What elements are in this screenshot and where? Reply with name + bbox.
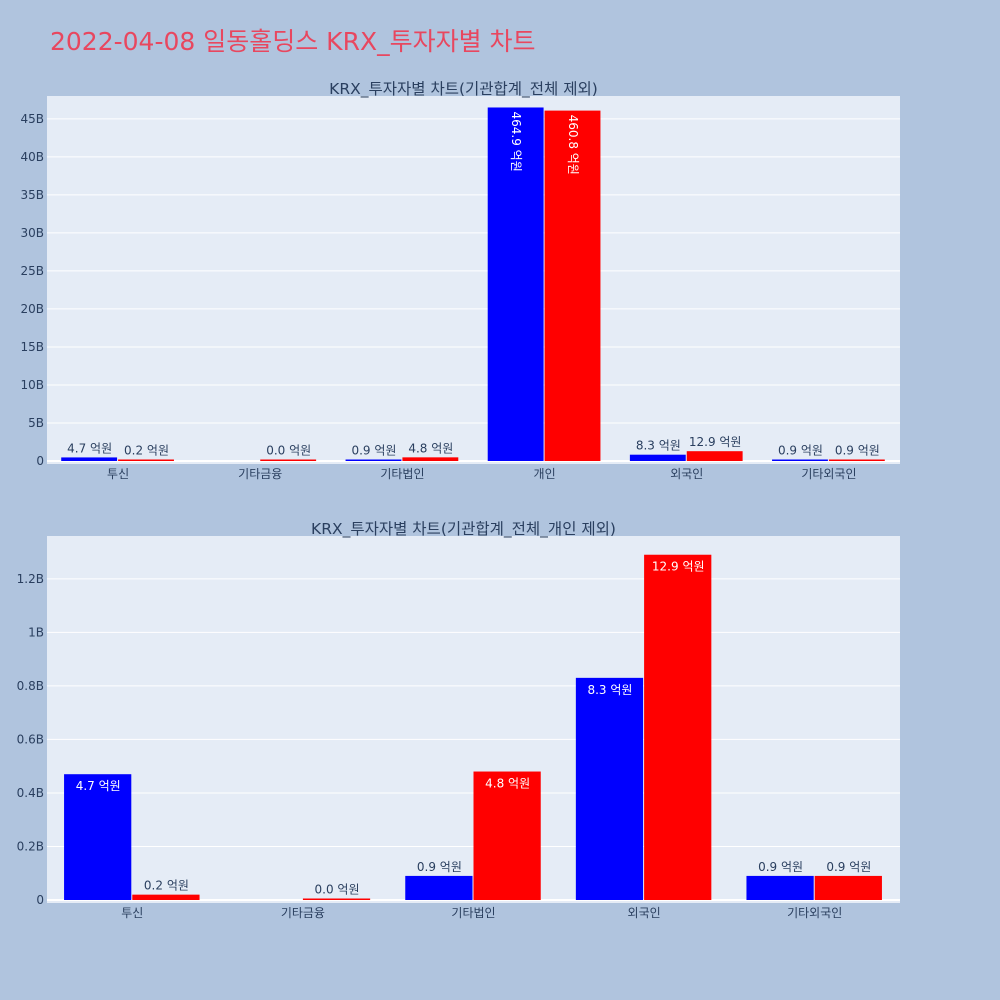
bar xyxy=(61,457,118,461)
bar xyxy=(575,677,644,900)
data-label: 0.9 억원 xyxy=(758,860,803,874)
y-tick-label: 0 xyxy=(36,454,44,468)
data-label: 0.9 억원 xyxy=(417,860,462,874)
bar xyxy=(132,894,200,900)
data-label: 460.8 억원 xyxy=(566,115,580,175)
bar xyxy=(402,457,459,461)
bar xyxy=(544,110,601,461)
data-label: 4.7 억원 xyxy=(76,779,121,793)
x-tick-label: 기타외국인 xyxy=(787,906,842,920)
data-label: 12.9 억원 xyxy=(652,560,705,574)
data-label: 0.2 억원 xyxy=(124,444,169,458)
data-label: 4.8 억원 xyxy=(408,441,453,455)
bar xyxy=(118,459,174,461)
y-tick-label: 0.8B xyxy=(17,679,44,693)
x-tick-label: 기타금융 xyxy=(238,467,282,481)
y-tick-label: 0.6B xyxy=(17,732,44,746)
y-tick-label: 25B xyxy=(20,264,44,278)
x-tick-label: 외국인 xyxy=(628,906,661,920)
chart-title: KRX_투자자별 차트(기관합계_전체 제외) xyxy=(329,80,598,99)
data-label: 0.9 억원 xyxy=(835,444,880,458)
bar xyxy=(302,898,371,900)
data-label: 8.3 억원 xyxy=(636,439,681,453)
y-tick-label: 1.2B xyxy=(17,572,44,586)
bar xyxy=(686,451,743,461)
data-label: 464.9 억원 xyxy=(509,111,523,171)
x-tick-label: 투신 xyxy=(121,906,143,920)
y-tick-label: 45B xyxy=(20,112,44,126)
bar xyxy=(644,554,712,900)
x-tick-label: 개인 xyxy=(534,467,556,481)
x-tick-label: 기타금융 xyxy=(281,906,325,920)
x-tick-label: 기타법인 xyxy=(451,906,495,920)
y-tick-label: 30B xyxy=(20,226,44,240)
data-label: 0.2 억원 xyxy=(144,879,189,893)
y-tick-label: 35B xyxy=(20,188,44,202)
y-tick-label: 40B xyxy=(20,150,44,164)
bar xyxy=(345,459,402,461)
bar xyxy=(473,771,541,900)
y-tick-label: 10B xyxy=(20,378,44,392)
bar xyxy=(772,459,828,461)
data-label: 4.8 억원 xyxy=(485,777,530,791)
bar xyxy=(814,875,882,900)
bar xyxy=(405,875,473,900)
x-tick-label: 외국인 xyxy=(670,467,703,481)
bar xyxy=(487,107,544,461)
y-tick-label: 0.4B xyxy=(17,786,44,800)
y-tick-label: 1B xyxy=(28,625,44,639)
chart-bottom: KRX_투자자별 차트(기관합계_전체_개인 제외) 0 0.2B 0.4B 0.6B 0… xyxy=(17,520,900,920)
data-label: 8.3 억원 xyxy=(587,683,632,697)
x-tick-label: 기타외국인 xyxy=(801,467,856,481)
plot-area xyxy=(47,96,900,464)
data-label: 0.9 억원 xyxy=(778,444,823,458)
y-tick-label: 0.2B xyxy=(17,839,44,853)
bar xyxy=(828,459,885,461)
bar xyxy=(746,875,814,900)
y-tick-label: 5B xyxy=(28,416,44,430)
data-label: 0.9 억원 xyxy=(351,444,396,458)
bar xyxy=(64,774,132,900)
y-tick-label: 15B xyxy=(20,340,44,354)
y-tick-label: 0 xyxy=(36,893,44,907)
bar xyxy=(260,459,317,461)
data-label: 0.9 억원 xyxy=(826,860,871,874)
y-tick-label: 20B xyxy=(20,302,44,316)
data-label: 4.7 억원 xyxy=(67,441,112,455)
chart-title: KRX_투자자별 차트(기관합계_전체_개인 제외) xyxy=(311,520,616,539)
x-tick-label: 기타법인 xyxy=(380,467,424,481)
data-label: 0.0 억원 xyxy=(315,883,360,897)
bar xyxy=(629,454,686,461)
x-tick-label: 투신 xyxy=(107,467,129,481)
data-label: 12.9 억원 xyxy=(689,435,742,449)
chart-top: KRX_투자자별 차트(기관합계_전체 제외) 0 5B 10B 15B 20B 25B 30… xyxy=(20,80,900,481)
page-title: 2022-04-08 일동홀딩스 KRX_투자자별 차트 xyxy=(50,27,536,56)
data-label: 0.0 억원 xyxy=(266,444,311,458)
